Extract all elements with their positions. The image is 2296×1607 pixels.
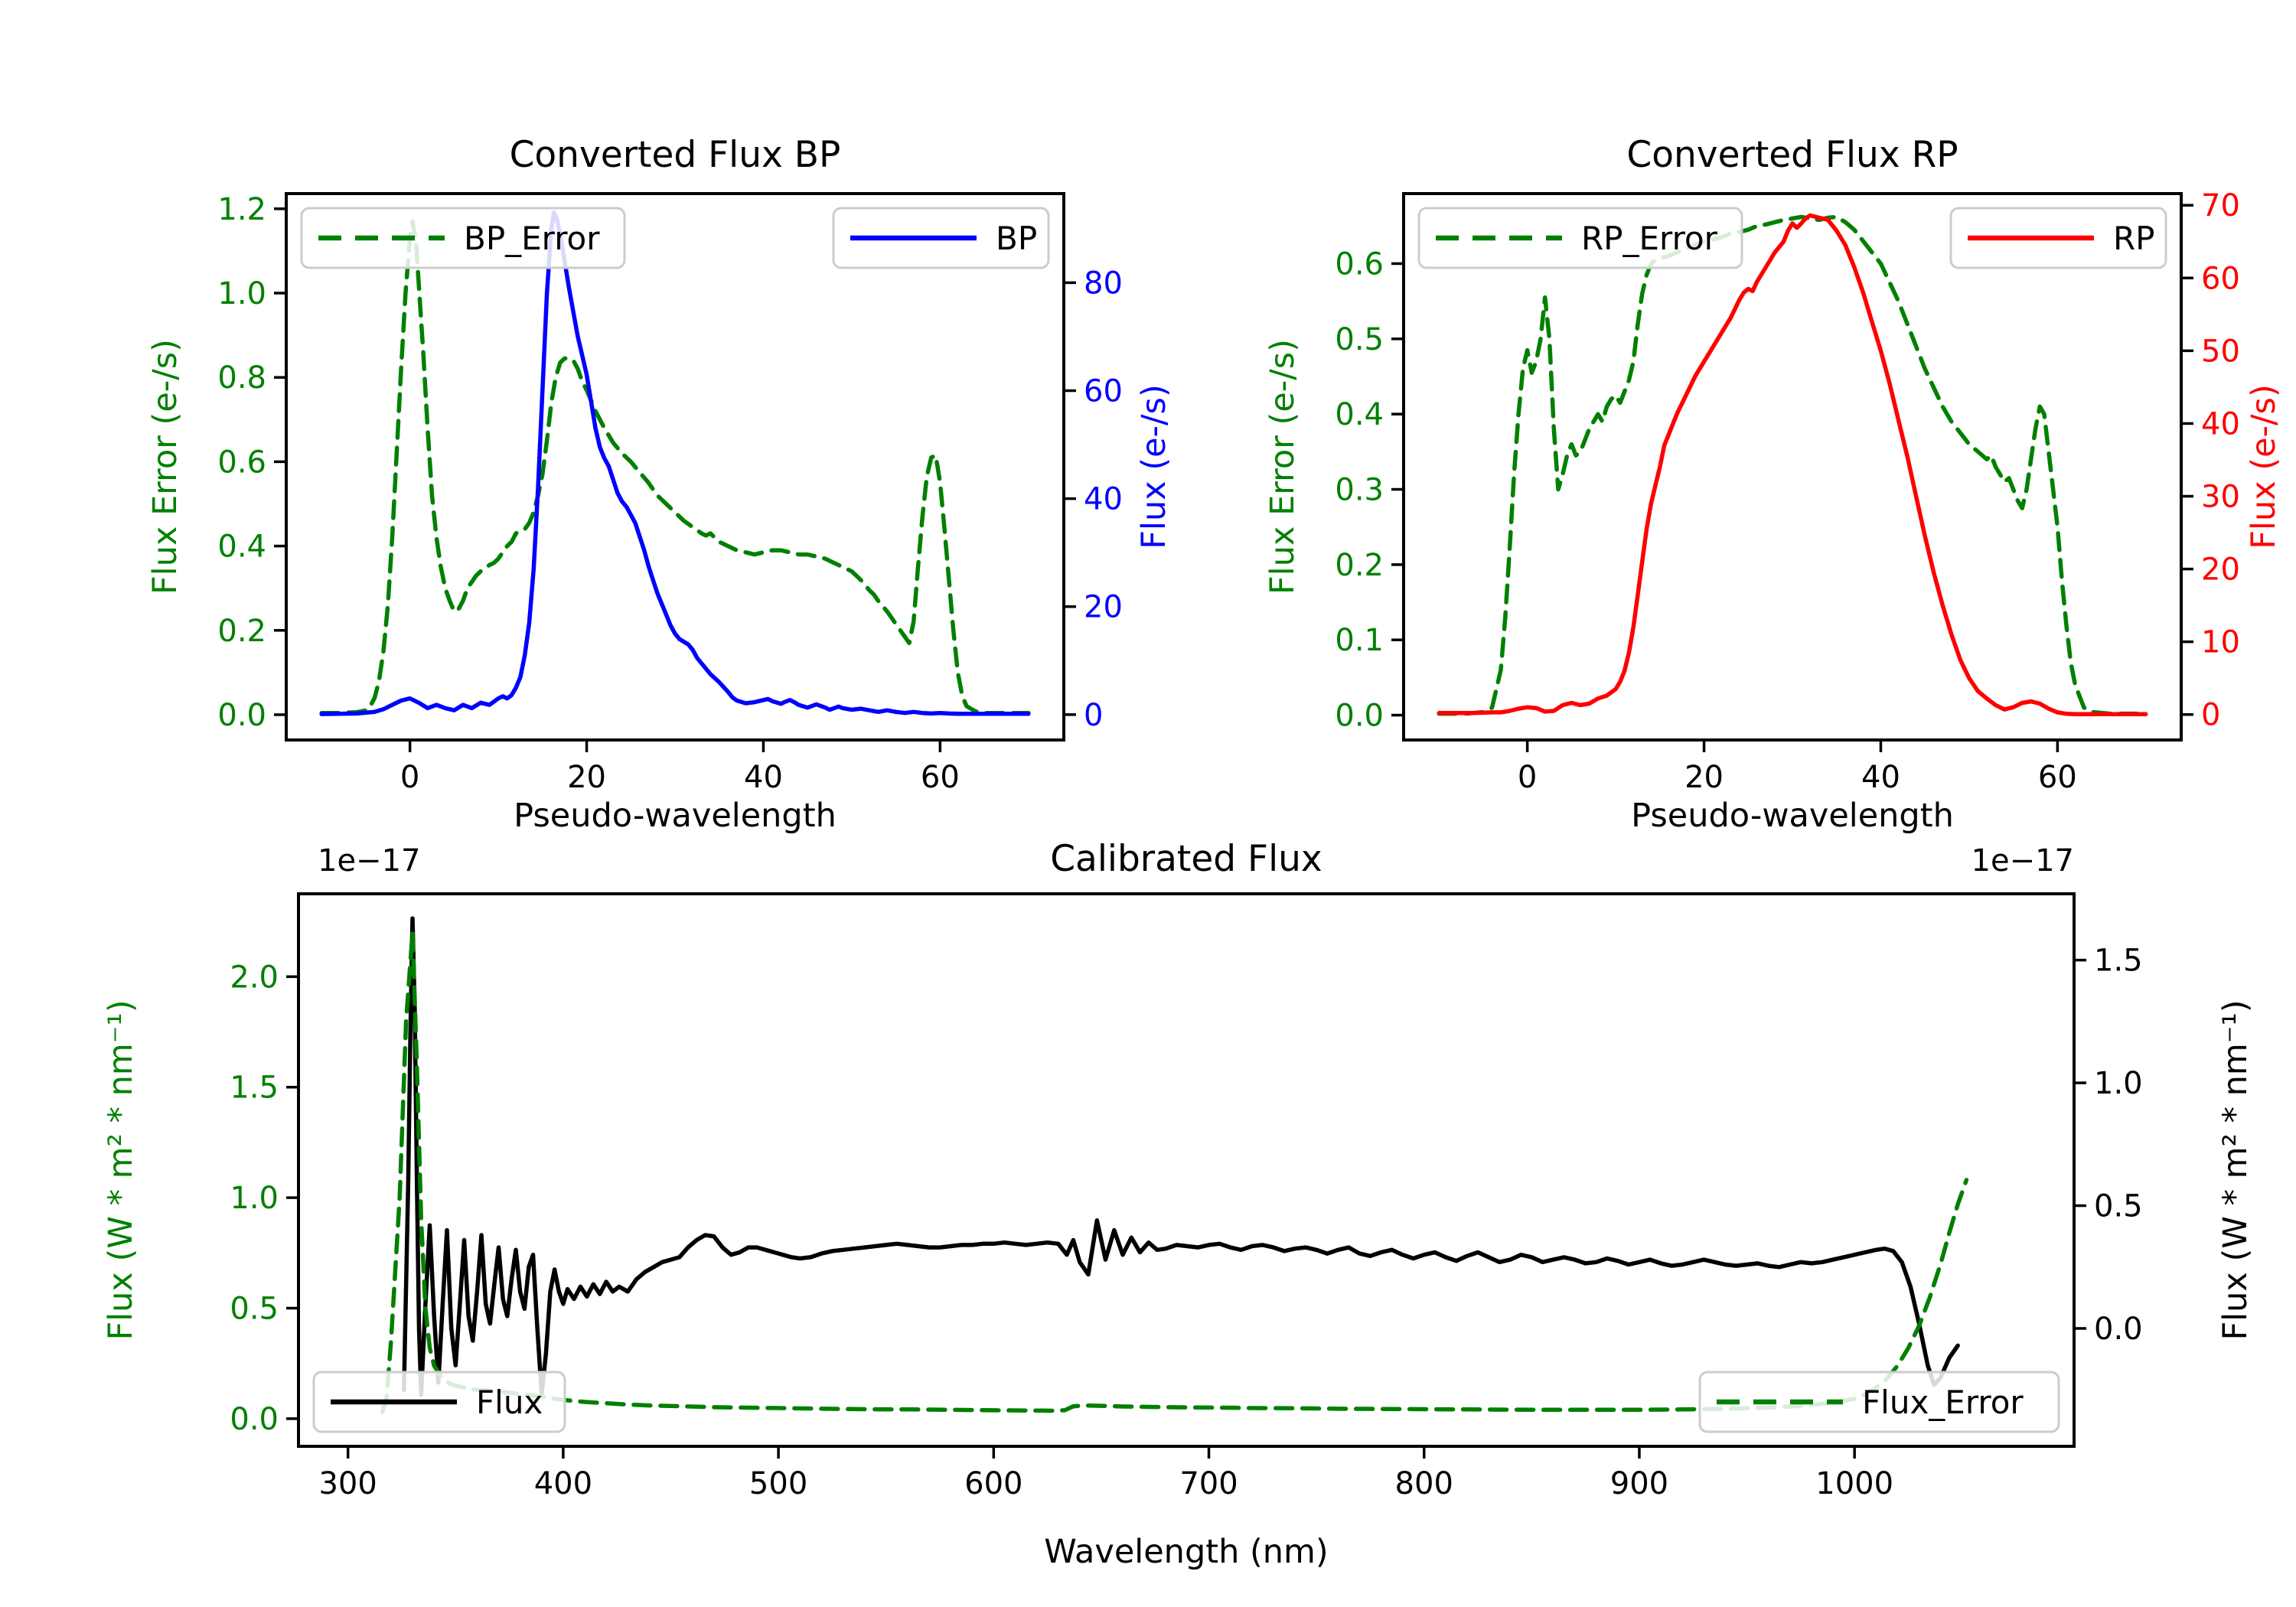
x-tick-label: 0 [1518, 760, 1537, 795]
x-tick-label: 300 [318, 1466, 377, 1501]
y-tick-label: 0 [2201, 698, 2220, 733]
y-tick-label: 60 [1084, 374, 1123, 409]
legend-rp_error: RP_Error [1417, 207, 1743, 269]
x-tick-label: 60 [2038, 760, 2077, 795]
y-tick-label: 0.0 [230, 1402, 279, 1437]
legend-label: RP [2113, 220, 2155, 257]
y-tick-label: 20 [1084, 590, 1123, 625]
y-tick-label: 0 [1084, 698, 1103, 733]
y-tick-label: 1.2 [217, 192, 266, 227]
y-tick-label: 0.1 [1335, 623, 1384, 658]
bp-left-yaxis-label: Flux Error (e-/s) [146, 339, 184, 595]
y-tick-label: 80 [1084, 266, 1123, 301]
x-tick-label: 500 [749, 1466, 807, 1501]
x-tick-label: 400 [534, 1466, 592, 1501]
bp-plot-title: Converted Flux BP [510, 134, 841, 176]
y-tick-label: 1.0 [2094, 1066, 2143, 1101]
x-tick-label: 60 [921, 760, 960, 795]
curve-bp [319, 210, 1031, 716]
rp-right-yaxis-label: Flux (e-/s) [2245, 384, 2283, 549]
y-tick-label: 40 [2201, 406, 2240, 442]
curve-rp_error [1437, 214, 2148, 716]
y-tick-label: 50 [2201, 334, 2240, 369]
legend-box [300, 207, 626, 269]
y-tick-label: 0.6 [217, 445, 266, 480]
axes-frame [297, 892, 2076, 1448]
y-tick-label: 0.3 [1335, 473, 1384, 508]
rp-left-yaxis-label: Flux Error (e-/s) [1264, 339, 1302, 595]
x-tick-label: 40 [1861, 760, 1900, 795]
axes-frame [285, 192, 1065, 742]
rp-plot-title: Converted Flux RP [1626, 134, 1958, 176]
curve-bp_error [319, 219, 1031, 715]
legend-bp: BP [832, 207, 1050, 269]
left-axis-offset-exponent: 1e−17 [318, 843, 420, 878]
y-tick-label: 0.5 [230, 1292, 279, 1327]
legend-rp: RP [1949, 207, 2167, 269]
y-tick-label: 1.0 [230, 1181, 279, 1216]
bp-right-yaxis-label: Flux (e-/s) [1135, 384, 1173, 549]
y-tick-label: 30 [2201, 480, 2240, 515]
curve-rp [1437, 213, 2148, 716]
y-tick-label: 10 [2201, 625, 2240, 660]
y-tick-label: 1.5 [2094, 944, 2143, 979]
legend-label: Flux [476, 1384, 543, 1421]
calibrated-xaxis-label: Wavelength (nm) [1044, 1533, 1328, 1571]
subplot-converted-flux-rp: 0 20 40 60 0.0 0.1 0.2 0.3 0.4 0.5 0.6 0 10 20 30 40 50 6… [1335, 188, 2240, 795]
x-tick-label: 700 [1179, 1466, 1238, 1501]
y-tick-label: 0.8 [217, 360, 266, 396]
calibrated-left-yaxis-label: Flux (W * m² * nm⁻¹) [102, 1000, 140, 1341]
y-tick-label: 0.4 [217, 530, 266, 565]
y-tick-label: 1.5 [230, 1071, 279, 1106]
y-tick-label: 1.0 [217, 276, 266, 311]
x-tick-label: 600 [964, 1466, 1022, 1501]
legend-box [1417, 207, 1743, 269]
curve-flux [402, 916, 1960, 1397]
subplot-calibrated-flux: 300 400 500 600 700 800 900 1000 0.0 0.5 1.0 1.5 2.0… [230, 892, 2143, 1501]
y-tick-label: 0.2 [1335, 548, 1384, 583]
y-tick-label: 0.5 [2094, 1189, 2143, 1224]
y-tick-label: 20 [2201, 553, 2240, 588]
x-tick-label: 0 [400, 760, 419, 795]
axes-frame [1402, 192, 2183, 742]
legend-label: BP_Error [464, 220, 600, 257]
legend-label: Flux_Error [1862, 1384, 2024, 1421]
y-tick-label: 0.0 [217, 698, 266, 733]
legend-bp_error: BP_Error [300, 207, 626, 269]
y-tick-label: 0.0 [2094, 1312, 2143, 1347]
rp-xaxis-label: Pseudo-wavelength [1631, 797, 1954, 835]
y-tick-label: 0.0 [1335, 699, 1384, 734]
x-tick-label: 20 [567, 760, 606, 795]
legend-label: RP_Error [1581, 220, 1718, 257]
y-tick-label: 0.2 [217, 614, 266, 649]
legend-label: BP [996, 220, 1037, 257]
x-tick-label: 40 [744, 760, 783, 795]
x-tick-label: 800 [1395, 1466, 1453, 1501]
x-tick-label: 900 [1610, 1466, 1668, 1501]
y-tick-label: 40 [1084, 482, 1123, 517]
y-tick-label: 0.4 [1335, 397, 1384, 432]
y-tick-label: 2.0 [230, 960, 279, 995]
subplot-converted-flux-bp: 0 20 40 60 0.0 0.2 0.4 0.6 0.8 1.0 1.2 0 20 40 60 80 BP_… [217, 192, 1123, 795]
y-tick-label: 60 [2201, 261, 2240, 296]
y-tick-label: 0.5 [1335, 322, 1384, 357]
legend-box [1698, 1371, 2060, 1433]
bp-xaxis-label: Pseudo-wavelength [514, 797, 837, 835]
x-tick-label: 1000 [1815, 1466, 1893, 1501]
legend-flux: Flux [312, 1371, 566, 1433]
right-axis-offset-exponent: 1e−17 [1971, 843, 2074, 878]
x-tick-label: 20 [1684, 760, 1724, 795]
calibrated-plot-title: Calibrated Flux [1050, 838, 1322, 880]
legend-flux_error: Flux_Error [1698, 1371, 2060, 1433]
y-tick-label: 70 [2201, 188, 2240, 223]
calibrated-right-yaxis-label: Flux (W * m² * nm⁻¹) [2216, 1000, 2255, 1341]
y-tick-label: 0.6 [1335, 246, 1384, 282]
